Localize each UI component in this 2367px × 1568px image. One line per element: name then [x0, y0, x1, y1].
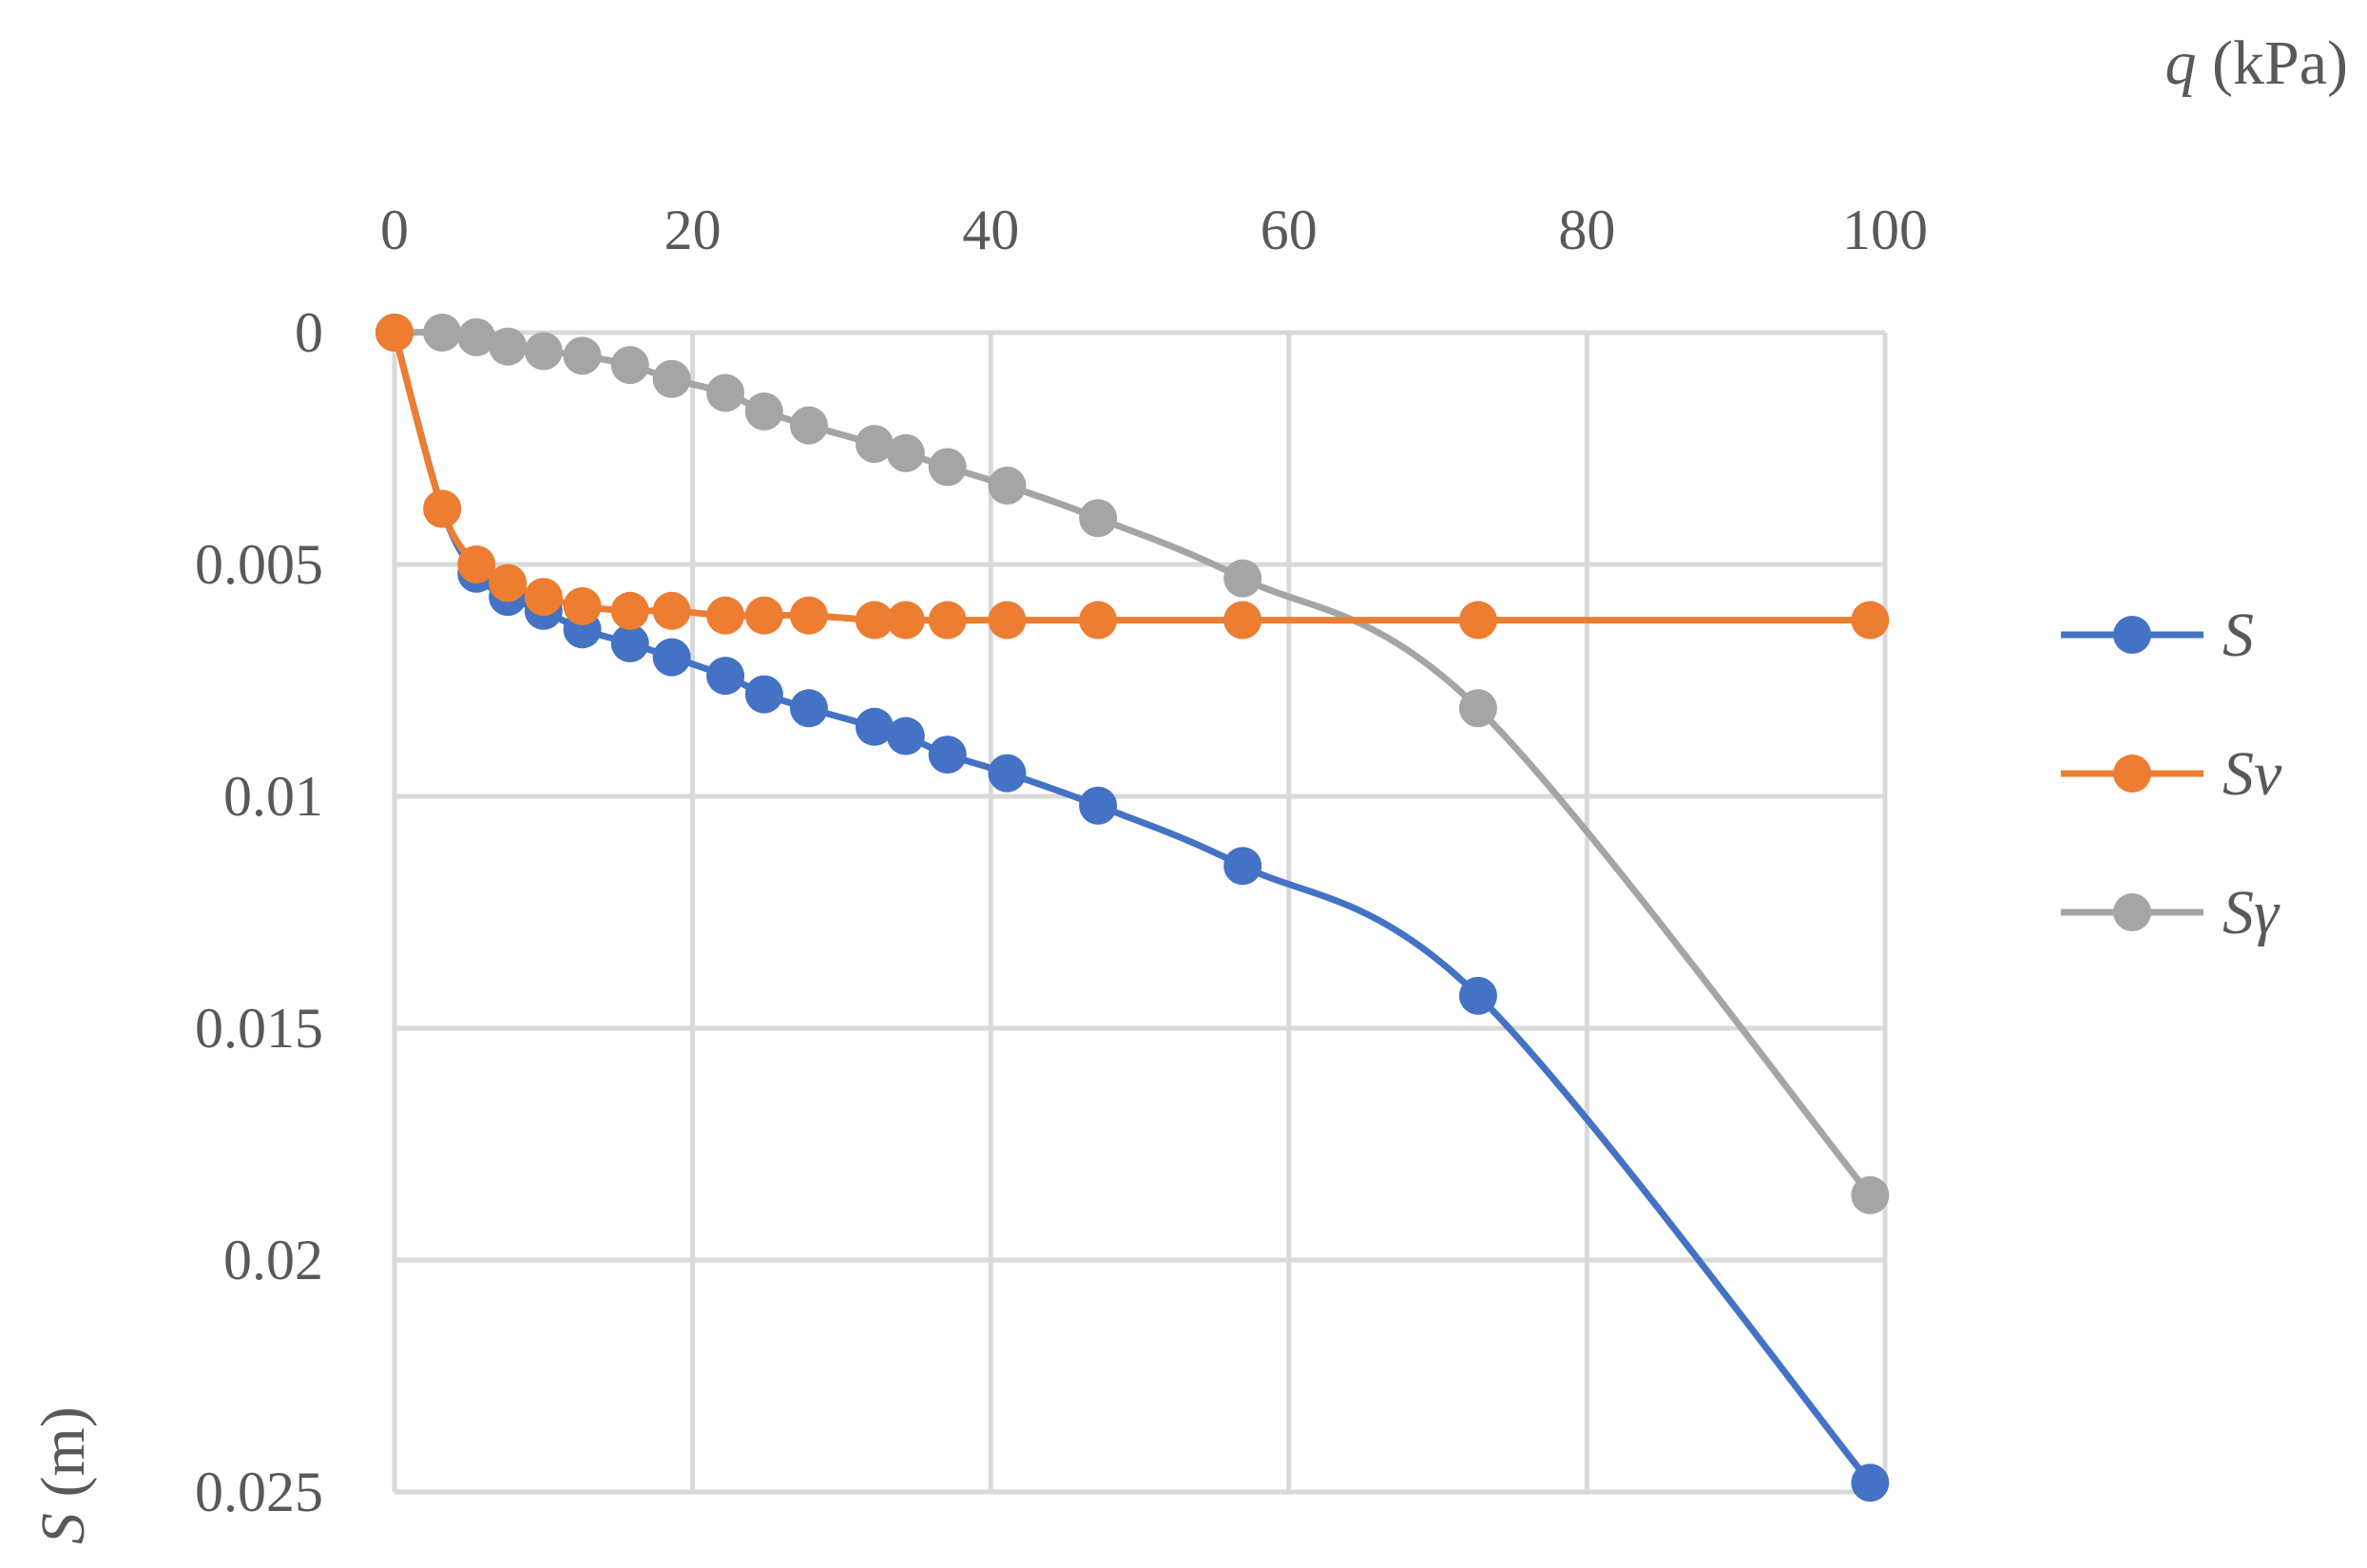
data-point	[1223, 601, 1262, 640]
series-Sv	[375, 314, 1890, 640]
data-point	[1458, 689, 1497, 728]
y-tick-label: 0.015	[195, 997, 323, 1060]
data-point	[789, 596, 828, 635]
data-point	[1458, 601, 1497, 640]
y-tick-label: 0.01	[223, 765, 323, 828]
data-point	[886, 601, 925, 640]
data-point	[1851, 601, 1890, 640]
data-point	[1458, 976, 1497, 1015]
data-point	[706, 373, 745, 412]
legend-item-S: S	[2061, 601, 2254, 670]
y-tick-label: 0.005	[195, 533, 323, 596]
data-point	[524, 578, 563, 617]
data-point	[610, 591, 649, 630]
x-axis-unit: (kPa)	[2197, 29, 2348, 98]
data-point	[652, 359, 691, 398]
data-point	[744, 675, 783, 714]
data-point	[928, 448, 967, 487]
data-point	[1851, 1176, 1890, 1214]
legend-label: S	[2223, 601, 2254, 670]
series-S	[375, 314, 1890, 1502]
y-axis-variable: S	[29, 1513, 98, 1544]
x-tick-label: 40	[962, 199, 1019, 261]
data-point	[928, 736, 967, 774]
data-point	[789, 689, 828, 728]
y-axis-title: S (m)	[29, 1406, 98, 1544]
data-point	[988, 601, 1027, 640]
plot-area	[375, 314, 1890, 1502]
data-point	[457, 317, 496, 356]
data-point	[610, 346, 649, 385]
y-tick-label: 0.02	[223, 1229, 323, 1291]
legend-marker	[2113, 755, 2151, 793]
x-tick-label: 80	[1558, 199, 1615, 261]
data-point	[886, 433, 925, 472]
data-point	[706, 596, 745, 635]
x-tick-label: 20	[664, 199, 722, 261]
x-tick-label: 60	[1260, 199, 1318, 261]
series-line	[391, 329, 1874, 1199]
data-point	[1079, 601, 1118, 640]
data-point	[457, 545, 496, 583]
data-point	[789, 406, 828, 445]
data-point	[610, 623, 649, 662]
x-axis-title: q (kPa)	[2165, 29, 2348, 98]
x-axis-variable: q	[2165, 29, 2197, 98]
legend-marker	[2113, 616, 2151, 654]
legend-label: Sγ	[2223, 878, 2280, 947]
data-point	[886, 717, 925, 755]
legend-item-Sv: Sv	[2061, 739, 2282, 809]
data-point	[652, 591, 691, 630]
axes: 0 20 40 60 80 100 0 0.005 0.01 0.015 0.02 0.025	[195, 199, 1928, 1523]
data-point	[988, 467, 1027, 506]
data-point	[489, 564, 528, 602]
data-point	[855, 601, 894, 640]
data-point	[744, 392, 783, 430]
data-point	[1223, 559, 1262, 598]
data-point	[988, 754, 1027, 793]
data-point	[855, 707, 894, 746]
grid	[392, 330, 1888, 1495]
data-point	[706, 657, 745, 696]
y-tick-label: 0	[295, 301, 323, 364]
data-point	[928, 601, 967, 640]
legend-item-Sγ: Sγ	[2061, 878, 2280, 947]
data-point	[744, 596, 783, 635]
data-point	[1079, 499, 1118, 538]
data-point	[855, 425, 894, 464]
series-Sγ	[375, 314, 1890, 1214]
data-point	[1851, 1463, 1890, 1502]
data-point	[489, 327, 528, 366]
x-tick-label: 0	[380, 199, 409, 261]
data-point	[563, 586, 602, 625]
data-point	[423, 314, 462, 352]
data-point	[1079, 786, 1118, 825]
data-point	[524, 332, 563, 371]
data-point	[423, 489, 462, 528]
legend-marker	[2113, 893, 2151, 931]
data-point	[1223, 847, 1262, 886]
data-point	[652, 638, 691, 677]
data-point	[375, 314, 414, 352]
legend: S Sv Sγ	[2061, 601, 2282, 947]
y-tick-label: 0.025	[195, 1461, 323, 1523]
legend-label: Sv	[2223, 739, 2282, 809]
y-axis-unit: (m)	[29, 1406, 98, 1513]
x-tick-label: 100	[1842, 199, 1928, 261]
data-point	[563, 336, 602, 375]
